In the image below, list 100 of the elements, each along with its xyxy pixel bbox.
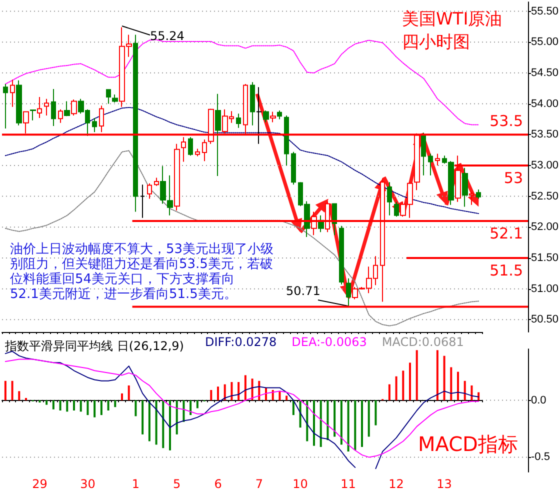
text: DEA:-0.0063 bbox=[292, 335, 367, 349]
y-tick-label: 54.00 bbox=[531, 98, 559, 110]
candlestick bbox=[71, 98, 77, 116]
bar bbox=[368, 400, 370, 437]
y-tick-label: 55.00 bbox=[531, 36, 559, 48]
bar bbox=[374, 400, 377, 426]
candlestick bbox=[435, 153, 440, 166]
annotation: MACD指标 bbox=[418, 432, 518, 456]
candlestick bbox=[58, 108, 63, 124]
bar bbox=[450, 367, 452, 400]
annotation: 52.1美元附近，进一步看向51.5美元。 bbox=[10, 286, 237, 302]
bar bbox=[142, 400, 144, 434]
candlestick bbox=[277, 110, 282, 120]
bar bbox=[73, 400, 75, 410]
candlestick bbox=[387, 182, 392, 216]
candlestick bbox=[476, 189, 481, 200]
bar bbox=[25, 398, 27, 400]
y-tick-label: 52.50 bbox=[531, 190, 559, 202]
bar bbox=[155, 400, 158, 445]
bar bbox=[470, 385, 473, 400]
ref-line-label: 53 bbox=[504, 168, 523, 187]
bar bbox=[251, 378, 254, 400]
candlestick bbox=[106, 89, 111, 104]
candlestick bbox=[30, 109, 36, 121]
candlestick bbox=[112, 94, 118, 104]
ref-line-label: 52.1 bbox=[490, 224, 523, 242]
annotation: 50.71 bbox=[286, 284, 320, 298]
bar bbox=[66, 400, 68, 412]
x-tick-label: 13 bbox=[436, 477, 452, 491]
x-tick-label: 11 bbox=[340, 477, 356, 491]
y-tick-label: 51.50 bbox=[531, 252, 559, 264]
annotation: 位料能重回54美元关口，下方支撑看向 bbox=[10, 271, 235, 287]
chart-title: 指数平滑异同平均线 日(26,12,9) bbox=[4, 339, 184, 353]
candlestick bbox=[428, 153, 433, 176]
y-tick-label: 52.00 bbox=[531, 221, 559, 234]
bar bbox=[94, 400, 96, 418]
bar bbox=[347, 400, 350, 452]
candlestick bbox=[263, 110, 269, 123]
candlestick bbox=[154, 177, 159, 186]
candlestick bbox=[291, 151, 296, 186]
candlestick bbox=[339, 225, 344, 286]
x-tick-label: 5 bbox=[173, 477, 181, 491]
bar bbox=[121, 393, 123, 400]
text: 美国WTI原油四小时图 bbox=[402, 10, 502, 52]
bar bbox=[18, 391, 20, 400]
bar bbox=[134, 400, 137, 416]
bar bbox=[334, 400, 336, 437]
candlestick bbox=[462, 167, 468, 208]
candlestick bbox=[202, 139, 207, 162]
x-tick-label: 1 bbox=[132, 477, 140, 491]
bar bbox=[217, 386, 219, 400]
annotation: 油价上日波动幅度不算大，53美元出现了小级 bbox=[10, 241, 274, 257]
text: DIFF:0.0278 bbox=[205, 335, 277, 349]
bar bbox=[278, 391, 281, 400]
candlestick bbox=[256, 86, 262, 144]
bar bbox=[59, 400, 62, 410]
candlestick bbox=[332, 203, 337, 236]
bar bbox=[210, 390, 212, 400]
x-tick-label: 30 bbox=[80, 477, 96, 491]
bar bbox=[395, 376, 398, 400]
y-tick-label: -0.5 bbox=[531, 451, 550, 464]
bar bbox=[402, 370, 404, 400]
x-tick-label: 12 bbox=[388, 477, 404, 491]
annotation: 别阻力，但关键阻力还是看向53.5美元，若破 bbox=[10, 256, 273, 272]
bar bbox=[326, 400, 329, 440]
bar bbox=[361, 400, 363, 447]
candlestick bbox=[215, 93, 221, 176]
bar bbox=[286, 396, 288, 400]
candlestick bbox=[133, 34, 138, 212]
series-label: MACD:0.0681 bbox=[382, 335, 464, 349]
candlestick bbox=[147, 182, 152, 200]
bar bbox=[52, 400, 54, 410]
bar bbox=[190, 400, 192, 416]
bar bbox=[169, 400, 171, 450]
bar bbox=[107, 400, 110, 410]
bar bbox=[80, 400, 82, 412]
bar bbox=[114, 400, 116, 408]
bar bbox=[340, 400, 342, 445]
bar bbox=[457, 372, 459, 400]
bar bbox=[292, 400, 294, 416]
bar bbox=[443, 356, 446, 400]
bar bbox=[272, 390, 274, 400]
candlestick bbox=[284, 114, 289, 166]
candlestick bbox=[236, 113, 241, 128]
y-tick-label: 55.50 bbox=[531, 5, 559, 18]
bar bbox=[176, 400, 178, 434]
candlestick bbox=[37, 96, 42, 118]
x-tick-label: 7 bbox=[255, 477, 263, 491]
bar bbox=[182, 400, 185, 422]
bar bbox=[11, 380, 14, 400]
candlestick bbox=[270, 111, 276, 123]
bar bbox=[100, 400, 102, 416]
candlestick bbox=[51, 88, 56, 126]
bar bbox=[148, 400, 150, 442]
candlestick bbox=[346, 278, 351, 308]
candlestick bbox=[140, 184, 145, 218]
bar bbox=[409, 362, 411, 400]
candlestick bbox=[174, 143, 180, 211]
annotation: 55.24 bbox=[150, 29, 184, 43]
bar bbox=[230, 382, 233, 400]
